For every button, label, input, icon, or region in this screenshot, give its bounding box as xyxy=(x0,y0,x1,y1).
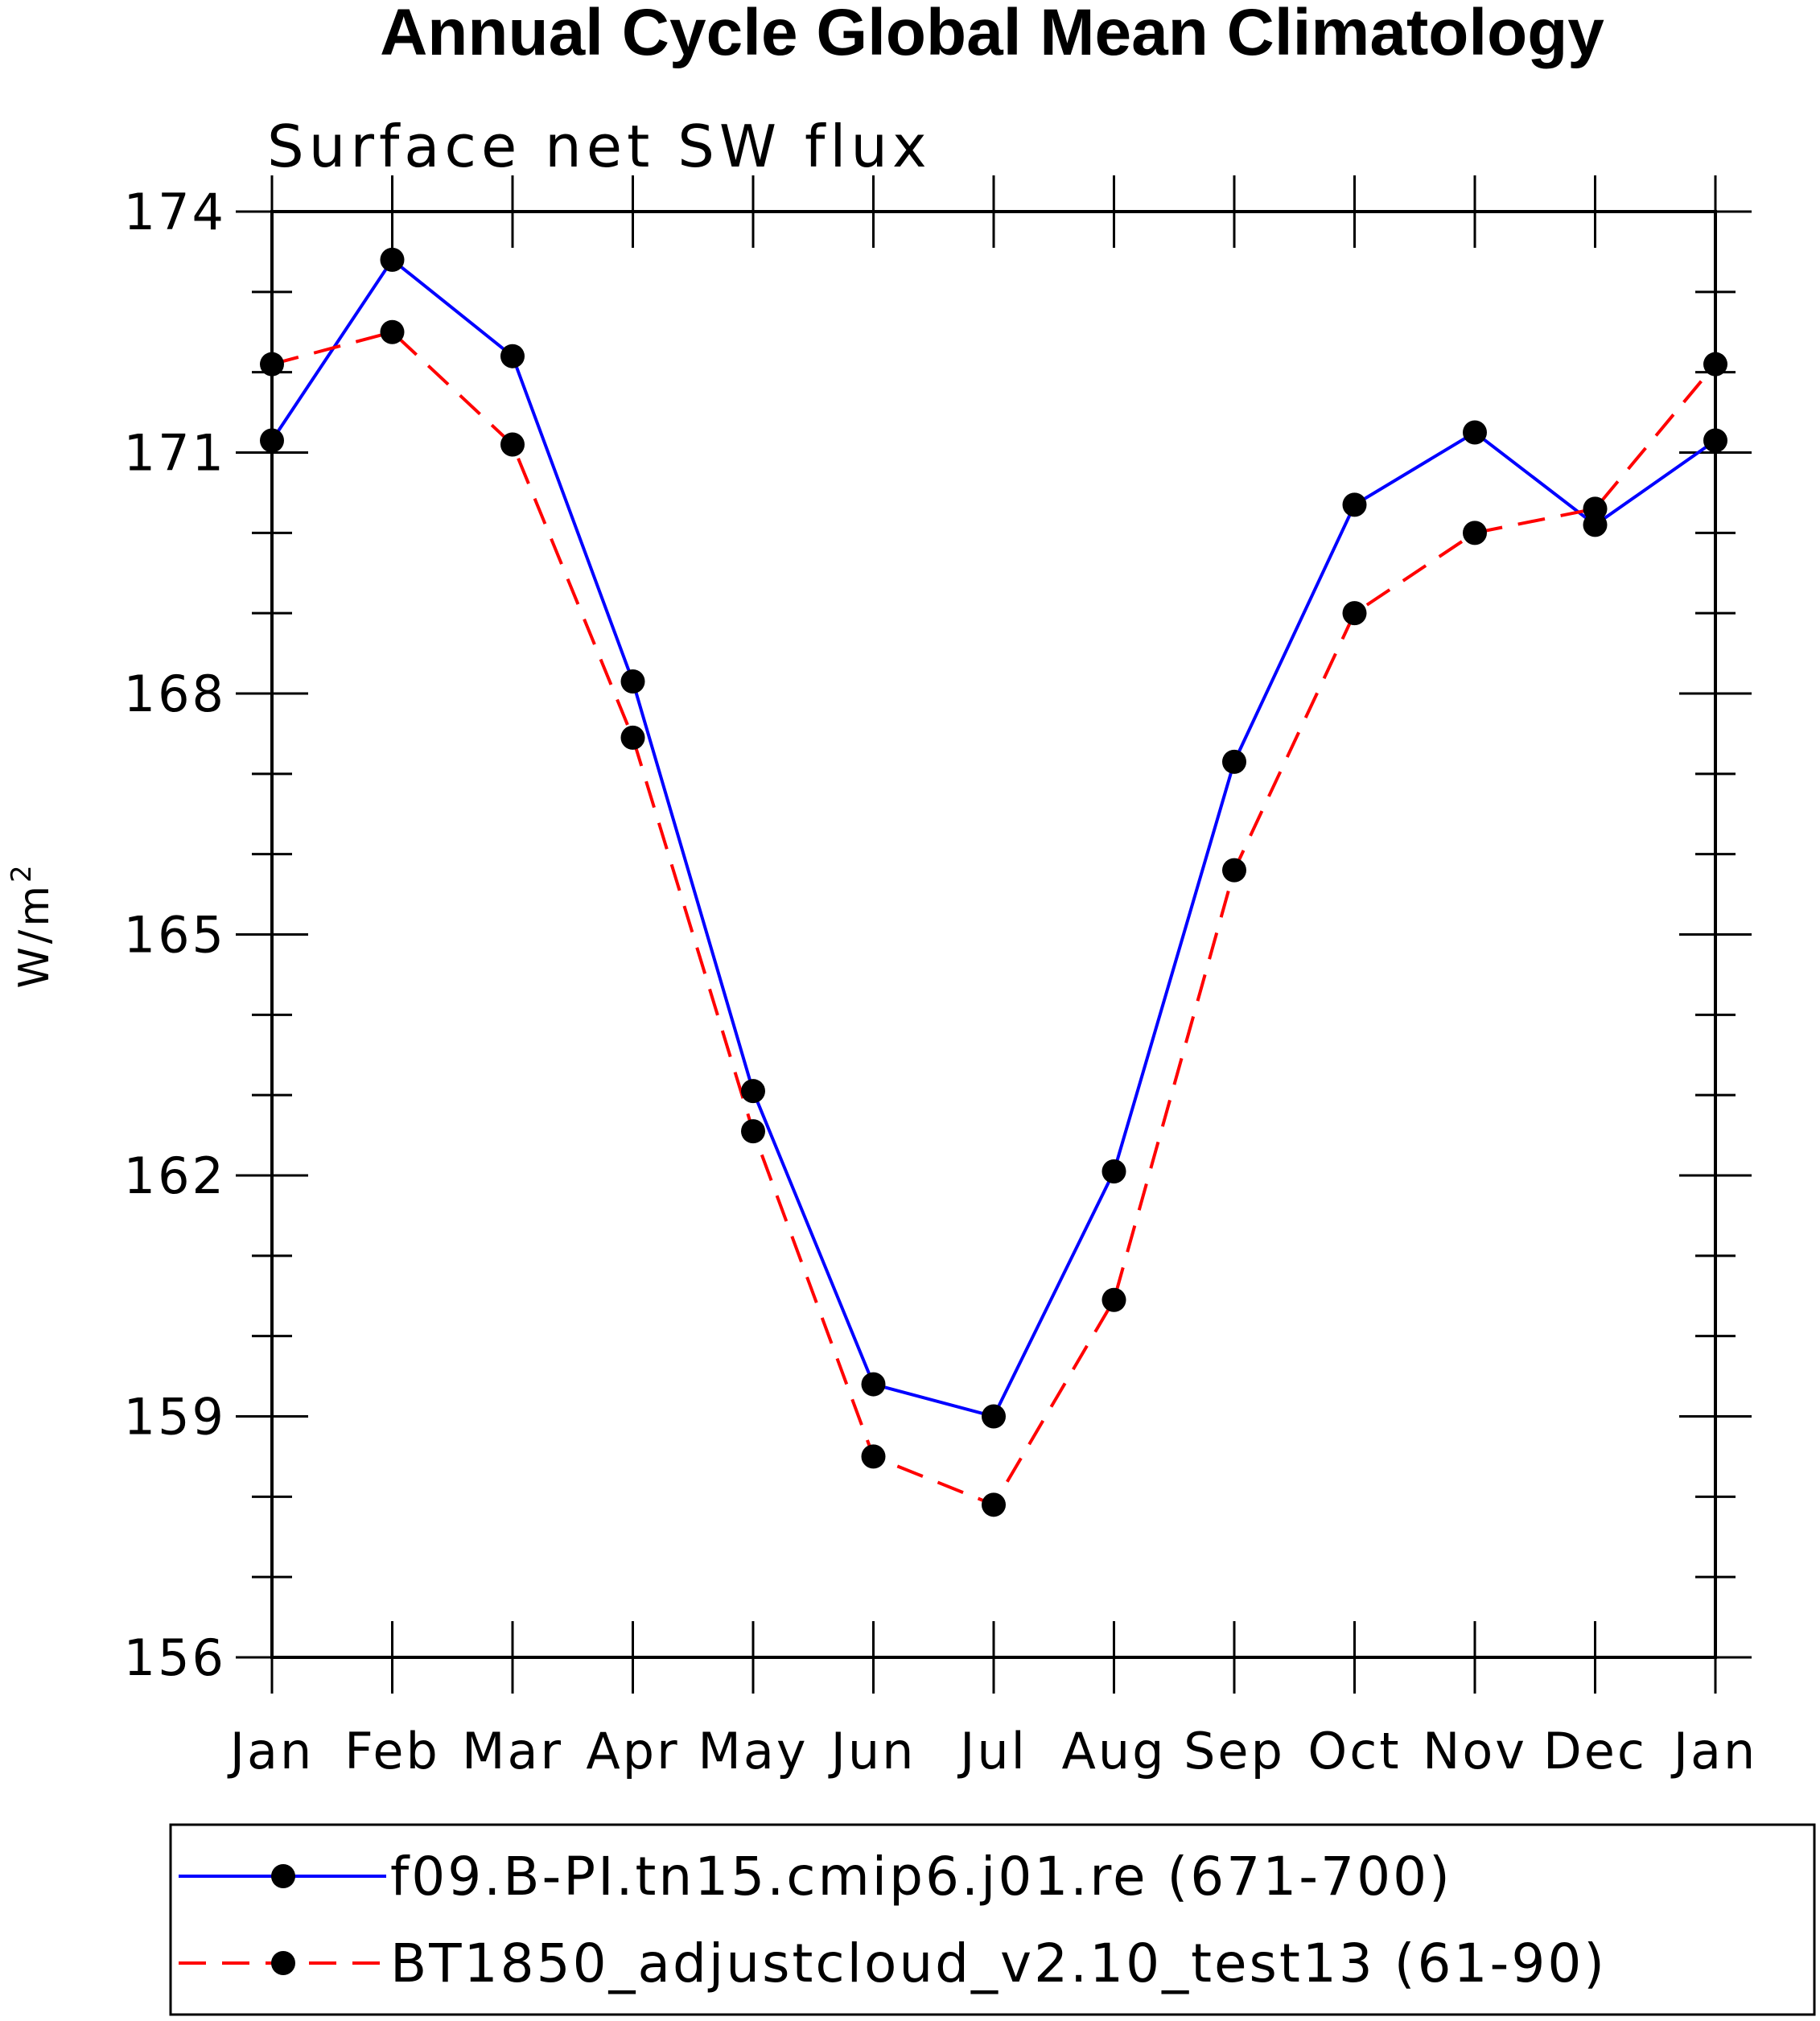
y-axis: 156 159 162 165 168 171 174 xyxy=(124,183,1752,1687)
plot-border xyxy=(270,210,1717,1659)
series-line-1 xyxy=(270,257,1717,1418)
x-tick-label: Nov xyxy=(1423,1722,1527,1780)
x-tick-label: May xyxy=(698,1722,808,1780)
data-point-series-2 xyxy=(741,1119,765,1144)
y-tick-label: 168 xyxy=(124,665,226,723)
data-point-series-2 xyxy=(1583,496,1608,521)
chart-title: Annual Cycle Global Mean Climatology xyxy=(380,0,1604,69)
y-axis-label: W/m2 xyxy=(6,862,59,988)
legend-swatch-marker-2 xyxy=(271,1951,295,1975)
data-point-series-1 xyxy=(1222,749,1246,774)
data-point-series-1 xyxy=(620,669,645,694)
data-point-series-2 xyxy=(982,1492,1006,1517)
data-point-series-2 xyxy=(1463,521,1487,545)
legend-label-1: f09.B-PI.tn15.cmip6.j01.re (671-700) xyxy=(390,1846,1452,1908)
x-tick-label: Feb xyxy=(344,1722,440,1780)
x-axis: Jan Feb Mar Apr May Jun Jul Aug Sep Oct Nov Dec Jan xyxy=(227,175,1758,1780)
data-point-series-2 xyxy=(260,352,284,377)
y-axis-label-superscript: 2 xyxy=(6,862,38,883)
data-point-series-2 xyxy=(1101,1287,1126,1312)
data-point-series-2 xyxy=(1222,858,1246,883)
x-tick-label: Jan xyxy=(1670,1722,1758,1780)
data-point-series-1 xyxy=(982,1404,1006,1429)
legend-box xyxy=(169,1823,1816,2016)
data-point-series-1 xyxy=(260,428,284,453)
data-point-series-2 xyxy=(1703,352,1727,377)
legend-label-2: BT1850_adjustcloud_v2.10_test13 (61-90) xyxy=(390,1933,1607,1994)
data-point-series-1 xyxy=(861,1372,886,1397)
x-tick-label: Mar xyxy=(462,1722,563,1780)
y-tick-label: 156 xyxy=(124,1628,226,1687)
series-layer xyxy=(260,247,1727,1517)
chart-subtitle: Surface net SW flux xyxy=(267,113,932,180)
y-tick-label: 159 xyxy=(124,1388,226,1447)
x-tick-label: Jun xyxy=(828,1722,916,1780)
data-point-series-2 xyxy=(620,725,645,750)
data-point-series-2 xyxy=(500,432,525,457)
x-tick-label: Jul xyxy=(957,1722,1027,1780)
y-tick-label: 174 xyxy=(124,183,226,241)
x-tick-label: Oct xyxy=(1307,1722,1401,1780)
series-line-2 xyxy=(271,330,1717,1507)
x-tick-label: Dec xyxy=(1543,1722,1647,1780)
data-point-series-2 xyxy=(861,1444,886,1469)
y-axis-label-text: W/m xyxy=(10,883,59,989)
x-tick-label: Apr xyxy=(586,1722,679,1780)
y-tick-label: 171 xyxy=(124,424,226,483)
legend: f09.B-PI.tn15.cmip6.j01.re (671-700) BT18… xyxy=(169,1823,1816,2016)
data-point-series-1 xyxy=(1463,420,1487,445)
data-point-series-2 xyxy=(1342,601,1367,626)
y-tick-label: 165 xyxy=(124,906,226,965)
data-point-series-1 xyxy=(741,1079,765,1104)
x-tick-label: Jan xyxy=(227,1722,315,1780)
data-point-series-1 xyxy=(1101,1159,1126,1184)
data-point-series-1 xyxy=(380,247,405,272)
x-tick-label: Aug xyxy=(1061,1722,1166,1780)
data-point-series-1 xyxy=(1342,492,1367,517)
y-tick-label: 162 xyxy=(124,1146,226,1205)
legend-swatch-marker-1 xyxy=(271,1864,295,1888)
x-tick-label: Sep xyxy=(1184,1722,1285,1780)
data-point-series-1 xyxy=(1703,428,1727,453)
data-point-series-1 xyxy=(500,344,525,368)
data-point-series-2 xyxy=(380,319,405,344)
plot-area xyxy=(270,210,1717,1659)
